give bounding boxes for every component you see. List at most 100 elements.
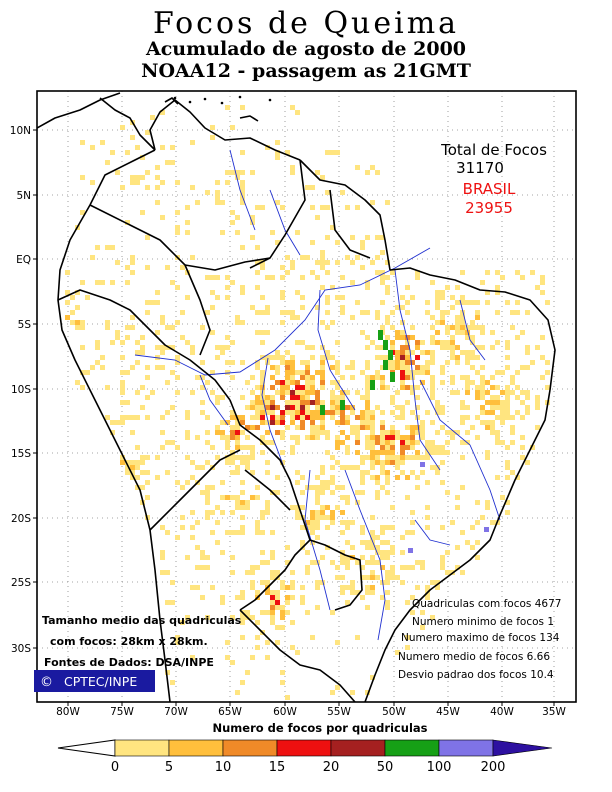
- fire-cell: [370, 570, 375, 575]
- fire-cell: [440, 425, 445, 430]
- fire-cell: [225, 345, 230, 350]
- fire-cell: [420, 565, 425, 570]
- fire-cell: [435, 430, 440, 435]
- fire-cell: [220, 435, 225, 440]
- fire-cell: [225, 655, 230, 660]
- fire-cell: [435, 340, 440, 345]
- fire-cell: [395, 475, 400, 480]
- fire-cell: [235, 230, 240, 235]
- fire-cell: [225, 335, 230, 340]
- fire-cell: [315, 275, 320, 280]
- fire-cell: [365, 575, 370, 580]
- fire-cell: [355, 430, 360, 435]
- fire-cell: [115, 420, 120, 425]
- fire-cell: [490, 405, 495, 410]
- fire-cell: [450, 340, 455, 345]
- fire-cell: [65, 290, 70, 295]
- fire-cell: [250, 390, 255, 395]
- fire-cell: [410, 295, 415, 300]
- fire-cell: [490, 430, 495, 435]
- fire-cell: [150, 300, 155, 305]
- fire-cell: [400, 445, 405, 450]
- fire-cell: [320, 490, 325, 495]
- fire-cell: [245, 455, 250, 460]
- fire-cell: [180, 485, 185, 490]
- fire-cell: [230, 530, 235, 535]
- fire-cell: [195, 545, 200, 550]
- fire-cell: [375, 460, 380, 465]
- fire-cell: [380, 380, 385, 385]
- fire-cell: [245, 670, 250, 675]
- fire-cell: [85, 370, 90, 375]
- fire-cell: [320, 480, 325, 485]
- fire-cell: [290, 375, 295, 380]
- fire-cell: [395, 365, 400, 370]
- fire-cell: [215, 395, 220, 400]
- fire-cell: [230, 615, 235, 620]
- fire-cell: [340, 575, 345, 580]
- fire-cell: [505, 500, 510, 505]
- fire-cell: [435, 465, 440, 470]
- fire-cell: [425, 480, 430, 485]
- fire-cell: [325, 300, 330, 305]
- fire-cell: [260, 515, 265, 520]
- fire-cell: [385, 600, 390, 605]
- fire-cell: [155, 175, 160, 180]
- fire-cell: [380, 485, 385, 490]
- fire-cell: [465, 415, 470, 420]
- fire-cell: [270, 385, 275, 390]
- fire-cell: [425, 595, 430, 600]
- fire-cell: [430, 340, 435, 345]
- fire-cell: [310, 410, 315, 415]
- fire-cell: [535, 345, 540, 350]
- fire-cell: [510, 440, 515, 445]
- fire-cell: [125, 325, 130, 330]
- fire-cell: [225, 360, 230, 365]
- fire-cell: [415, 345, 420, 350]
- legend-tick-label: 100: [427, 760, 452, 775]
- fire-cell: [525, 345, 530, 350]
- lat-label: 25S: [11, 577, 31, 589]
- fire-cell: [140, 155, 145, 160]
- fire-cell: [365, 335, 370, 340]
- fire-cell: [225, 275, 230, 280]
- fire-cell: [165, 345, 170, 350]
- fire-cell: [445, 550, 450, 555]
- fire-cell: [180, 515, 185, 520]
- map-frame: [36, 90, 577, 703]
- fire-cell: [420, 560, 425, 565]
- fire-cell: [380, 425, 385, 430]
- fire-cell: [400, 305, 405, 310]
- fire-cell: [405, 285, 410, 290]
- fire-cell: [495, 435, 500, 440]
- fire-cell: [350, 375, 355, 380]
- fire-cell: [345, 540, 350, 545]
- fire-cell: [300, 385, 305, 390]
- fire-cell: [275, 405, 280, 410]
- fire-cell: [320, 400, 325, 405]
- fire-cell: [375, 490, 380, 495]
- fire-cell: [430, 450, 435, 455]
- fire-cell: [280, 605, 285, 610]
- fire-cell: [210, 125, 215, 130]
- fire-cell: [430, 395, 435, 400]
- fire-cell: [345, 420, 350, 425]
- fire-cell: [260, 560, 265, 565]
- fire-cell: [320, 360, 325, 365]
- fire-cell: [300, 505, 305, 510]
- fire-cell: [485, 420, 490, 425]
- fire-cell: [280, 385, 285, 390]
- fire-cell: [335, 505, 340, 510]
- fire-cell: [390, 565, 395, 570]
- fire-cell: [480, 380, 485, 385]
- fire-cell-veryhigh: [420, 462, 425, 467]
- fire-cell: [290, 435, 295, 440]
- fire-cell: [90, 255, 95, 260]
- map-title: Focos de Queima: [152, 6, 460, 41]
- fire-cell: [330, 405, 335, 410]
- fire-cell: [440, 525, 445, 530]
- fire-cell: [360, 540, 365, 545]
- fire-cell: [290, 580, 295, 585]
- fire-cell: [380, 550, 385, 555]
- fire-cell: [410, 455, 415, 460]
